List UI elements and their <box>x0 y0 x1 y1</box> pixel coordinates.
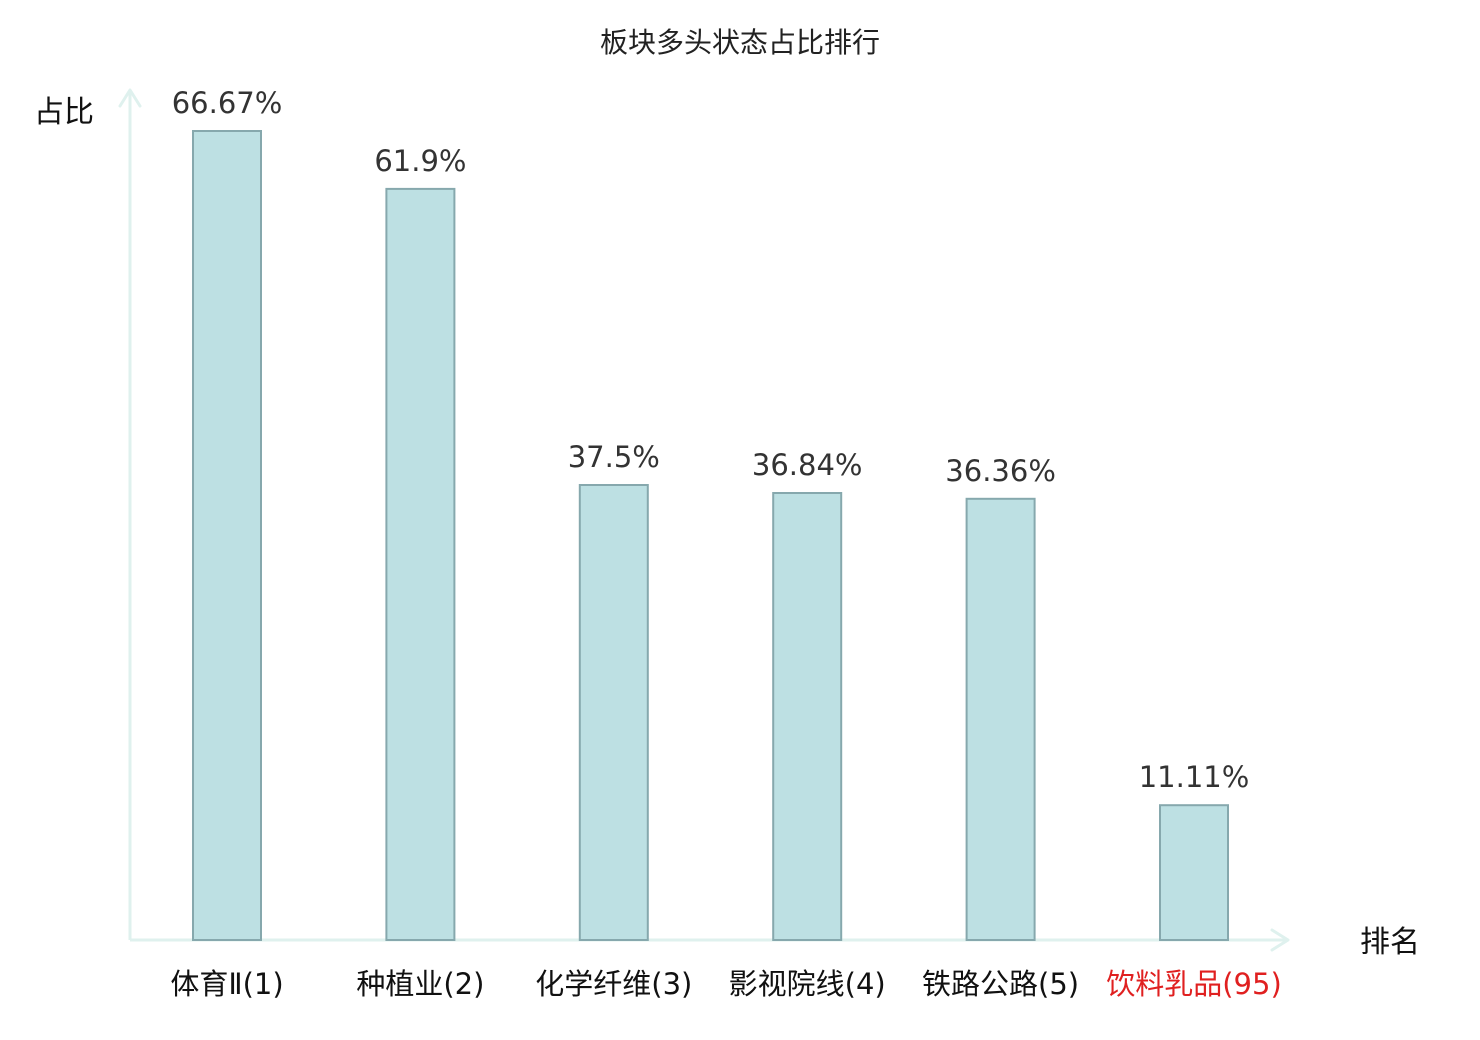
value-labels: 66.67% 61.9% 37.5% 36.84% 36.36% 11.11% <box>172 86 1250 794</box>
bar-5 <box>965 497 1036 941</box>
category-label-2: 种植业(2) <box>356 967 484 1001</box>
category-label-1: 体育Ⅱ(1) <box>170 967 283 1001</box>
bar-2 <box>385 187 456 941</box>
bar-1 <box>192 130 262 941</box>
category-labels: 体育Ⅱ(1) 种植业(2) 化学纤维(3) 影视院线(4) 铁路公路(5) 饮料乳品(95… <box>170 967 1281 1001</box>
category-label-4: 影视院线(4) <box>729 967 886 1001</box>
value-label-1: 66.67% <box>172 86 283 120</box>
y-axis-label: 占比 <box>34 95 94 130</box>
bar-6 <box>1159 804 1229 942</box>
value-label-6: 11.11% <box>1139 760 1250 794</box>
bar-3 <box>578 484 649 941</box>
category-label-3: 化学纤维(3) <box>535 967 692 1001</box>
bar-4 <box>772 492 843 941</box>
category-label-6: 饮料乳品(95) <box>1106 967 1282 1001</box>
value-label-2: 61.9% <box>374 144 466 178</box>
value-label-3: 37.5% <box>568 440 660 474</box>
bars <box>192 130 1229 942</box>
value-label-4: 36.84% <box>752 448 863 482</box>
x-axis-arrow <box>1270 928 1290 952</box>
category-label-5: 铁路公路(5) <box>922 967 1079 1001</box>
x-axis-label: 排名 <box>1360 925 1420 960</box>
y-axis-arrow <box>118 88 142 108</box>
chart-title: 板块多头状态占比排行 <box>600 26 880 59</box>
axes <box>118 88 1290 952</box>
value-label-5: 36.36% <box>945 454 1056 488</box>
